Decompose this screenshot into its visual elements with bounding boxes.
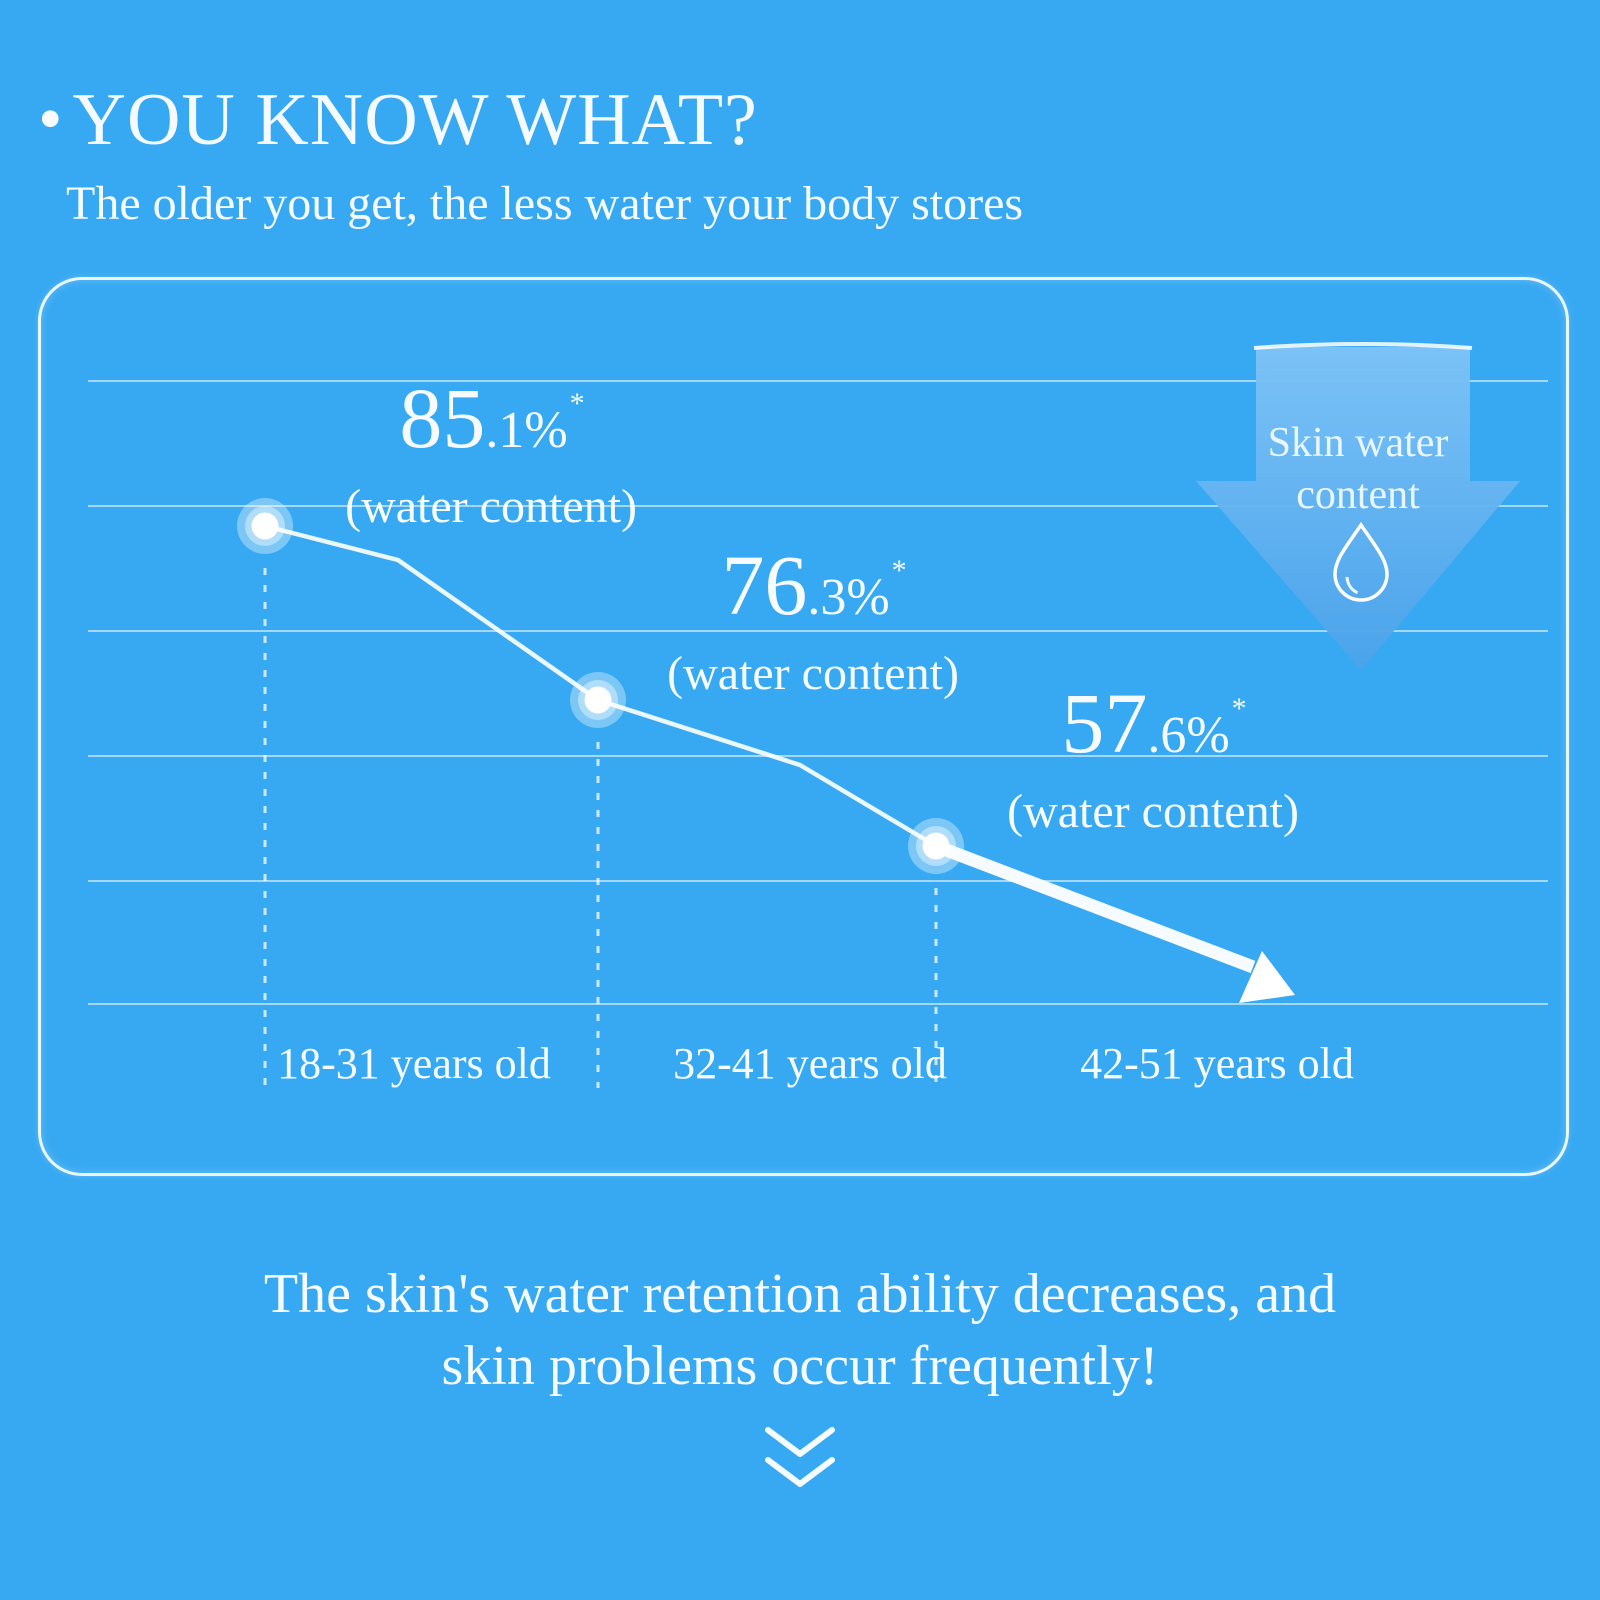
gridline xyxy=(88,380,1548,382)
conclusion-line1: The skin's water retention ability decre… xyxy=(263,1263,1337,1325)
value-text: 85.1%* xyxy=(399,370,585,466)
value-caption: (water content) xyxy=(667,647,959,700)
data-point xyxy=(570,672,626,728)
value-label-18-31: 85.1%* (water content) xyxy=(345,375,637,532)
data-point xyxy=(237,498,293,554)
water-drop-icon xyxy=(1333,521,1389,602)
asterisk: * xyxy=(1231,692,1247,725)
value-caption: (water content) xyxy=(345,480,637,533)
trend-arrowhead-icon xyxy=(1239,951,1295,1003)
axis-label-42-51: 42-51 years old xyxy=(1080,1039,1354,1088)
gridline xyxy=(88,880,1548,882)
gridline xyxy=(88,505,1548,507)
conclusion-line2: skin problems occur frequently! xyxy=(441,1335,1159,1397)
value-text: 57.6%* xyxy=(1061,675,1247,771)
value-label-32-41: 76.3%* (water content) xyxy=(667,542,959,699)
value-caption: (water content) xyxy=(1007,785,1299,838)
title-text: YOU KNOW WHAT? xyxy=(72,79,758,161)
legend-label-line1: Skin water xyxy=(1267,420,1449,466)
asterisk: * xyxy=(891,554,907,587)
down-arrow-icon xyxy=(1196,342,1520,670)
legend-label: Skin water content xyxy=(1188,417,1528,521)
axis-label-32-41: 32-41 years old xyxy=(673,1039,947,1088)
data-point xyxy=(908,818,964,874)
value-label-42-51: 57.6%* (water content) xyxy=(1007,680,1299,837)
value-text: 76.3%* xyxy=(721,537,907,633)
legend-arrow-badge: Skin water content xyxy=(1188,339,1528,679)
gridline xyxy=(88,755,1548,757)
chart-panel: 85.1%* (water content) 76.3%* (water con… xyxy=(38,277,1569,1176)
axis-label-18-31: 18-31 years old xyxy=(277,1039,551,1088)
gridline xyxy=(88,630,1548,632)
title-bullet: • xyxy=(38,81,63,158)
page-subtitle: The older you get, the less water your b… xyxy=(66,177,1024,230)
gridline xyxy=(88,1003,1548,1005)
line-chart xyxy=(237,498,1295,1088)
scroll-down-icon[interactable] xyxy=(760,1424,840,1494)
legend-label-line2: content xyxy=(1296,472,1420,518)
page-title: • YOU KNOW WHAT? xyxy=(38,80,758,160)
asterisk: * xyxy=(569,387,585,420)
conclusion-text: The skin's water retention ability decre… xyxy=(0,1258,1600,1402)
trend-arrow-shaft xyxy=(933,839,1256,974)
